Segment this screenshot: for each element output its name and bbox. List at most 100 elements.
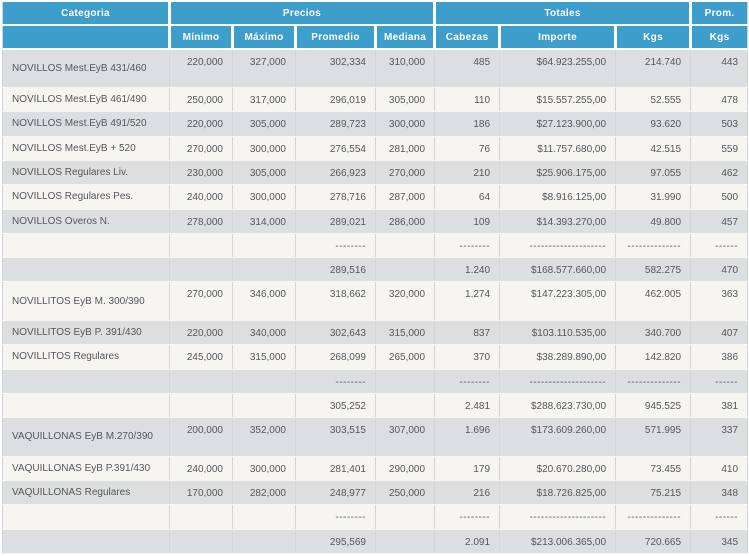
cell-minimo: 220,000 bbox=[169, 320, 233, 346]
cell-minimo: 220,000 bbox=[169, 111, 233, 137]
cell-categoria: VAQUILLONAS EyB P.391/430 bbox=[2, 456, 170, 482]
cell-kgs: -------------- bbox=[615, 504, 692, 530]
cell-prom-kgs: 381 bbox=[690, 393, 748, 419]
cell-categoria: NOVILLOS Mest.EyB 461/490 bbox=[2, 87, 170, 113]
cell-prom-kgs: 470 bbox=[690, 257, 748, 283]
cell-kgs: 93.620 bbox=[615, 111, 692, 137]
cell-categoria: NOVILLITOS EyB P. 391/430 bbox=[2, 320, 170, 346]
col-header-cabezas: Cabezas bbox=[434, 25, 502, 50]
cell-mediana bbox=[375, 369, 436, 394]
table-row-data: NOVILLITOS Regulares 245,000 315,000 268,09… bbox=[2, 344, 748, 370]
cell-mediana: 270,000 bbox=[375, 160, 436, 186]
cell-minimo: 240,000 bbox=[169, 456, 233, 482]
cell-maximo bbox=[232, 504, 296, 530]
cell-categoria bbox=[2, 369, 170, 394]
cell-categoria: NOVILLITOS Regulares bbox=[2, 344, 170, 370]
col-header-kgs: Kgs bbox=[615, 25, 693, 50]
cell-promedio: 289,516 bbox=[295, 257, 376, 283]
col-header-maximo: Máximo bbox=[232, 25, 297, 50]
cell-minimo: 200,000 bbox=[169, 417, 233, 457]
cell-importe: $288.623.730,00 bbox=[499, 393, 617, 419]
cell-prom-kgs: 500 bbox=[690, 184, 748, 210]
cell-minimo: 250,000 bbox=[169, 87, 233, 113]
table-row-subtotal: 289,516 1.240 $168.577.660,00 582.275 470 bbox=[2, 257, 748, 283]
table-row-data: VAQUILLONAS Regulares 170,000 282,000 248,9… bbox=[2, 480, 748, 506]
table-row-data: NOVILLOS Overos N. 278,000 314,000 289,021 2… bbox=[2, 209, 748, 234]
cell-cabezas: 110 bbox=[434, 87, 501, 113]
cell-categoria: NOVILLOS Mest.EyB 431/460 bbox=[2, 49, 170, 88]
cell-minimo: 245,000 bbox=[169, 344, 233, 370]
cell-cabezas: 179 bbox=[434, 456, 501, 482]
table-row-subtotal: 305,252 2.481 $288.623.730,00 945.525 381 bbox=[2, 393, 748, 419]
cell-kgs: 582.275 bbox=[615, 257, 692, 283]
cell-minimo bbox=[169, 257, 233, 283]
cell-kgs: 49.800 bbox=[615, 209, 692, 234]
cell-cabezas: 2.091 bbox=[434, 529, 501, 555]
cell-prom-kgs: 443 bbox=[690, 49, 748, 88]
table-row-data: NOVILLOS Mest.EyB 491/520 220,000 305,000 2… bbox=[2, 111, 748, 137]
cell-mediana bbox=[375, 504, 436, 530]
cell-categoria bbox=[2, 233, 170, 259]
cell-prom-kgs: 337 bbox=[690, 417, 748, 457]
cell-importe: $14.393.270,00 bbox=[499, 209, 617, 234]
cell-minimo bbox=[169, 504, 233, 530]
header-sub-row: Mínimo Máximo Promedio Mediana Cabezas I… bbox=[2, 25, 748, 50]
cell-kgs: 31.990 bbox=[615, 184, 692, 210]
cell-promedio: -------- bbox=[295, 504, 376, 530]
cell-maximo: 305,000 bbox=[232, 160, 296, 186]
cell-promedio: 302,643 bbox=[295, 320, 376, 346]
cell-kgs: 571.995 bbox=[615, 417, 692, 457]
table-row-dashes: -------- -------- -------------------- ----… bbox=[2, 504, 748, 530]
cell-mediana: 287,000 bbox=[375, 184, 436, 210]
cell-promedio: 276,554 bbox=[295, 136, 376, 161]
cell-kgs: -------------- bbox=[615, 233, 692, 259]
cell-maximo: 315,000 bbox=[232, 344, 296, 370]
cell-promedio: 289,723 bbox=[295, 111, 376, 137]
group-header-precios: Precios bbox=[169, 2, 437, 26]
cell-mediana bbox=[375, 393, 436, 419]
cell-kgs: 97.055 bbox=[615, 160, 692, 186]
cell-minimo: 270,000 bbox=[169, 136, 233, 161]
cell-minimo: 220,000 bbox=[169, 49, 233, 88]
col-header-importe: Importe bbox=[499, 25, 618, 50]
cell-maximo: 317,000 bbox=[232, 87, 296, 113]
cell-cabezas: 216 bbox=[434, 480, 501, 506]
cell-kgs: 142.820 bbox=[615, 344, 692, 370]
cell-categoria bbox=[2, 529, 170, 555]
cell-kgs: -------------- bbox=[615, 369, 692, 394]
table-row-data: NOVILLOS Regulares Pes. 240,000 300,000 278… bbox=[2, 184, 748, 210]
cell-maximo: 282,000 bbox=[232, 480, 296, 506]
cell-categoria bbox=[2, 504, 170, 530]
cell-categoria: NOVILLOS Mest.EyB 491/520 bbox=[2, 111, 170, 137]
cell-prom-kgs: 363 bbox=[690, 281, 748, 321]
col-header-promedio: Promedio bbox=[295, 25, 377, 50]
cell-importe: $103.110.535,00 bbox=[499, 320, 617, 346]
cell-kgs: 945.525 bbox=[615, 393, 692, 419]
table-row-data: NOVILLOS Mest.EyB + 520 270,000 300,000 276… bbox=[2, 136, 748, 161]
table-row-data: NOVILLITOS EyB M. 300/390 270,000 346,000 3… bbox=[2, 281, 748, 321]
cell-kgs: 75.215 bbox=[615, 480, 692, 506]
col-header-empty bbox=[2, 25, 171, 50]
table-row-subtotal: 295,569 2.091 $213.006.365,00 720.665 345 bbox=[2, 529, 748, 555]
table-row-data: NOVILLOS Mest.EyB 461/490 250,000 317,000 2… bbox=[2, 87, 748, 113]
cell-mediana bbox=[375, 257, 436, 283]
cell-importe: $173.609.260,00 bbox=[499, 417, 617, 457]
cell-importe: $147.223.305,00 bbox=[499, 281, 617, 321]
cell-kgs: 73.455 bbox=[615, 456, 692, 482]
cell-categoria: VAQUILLONAS Regulares bbox=[2, 480, 170, 506]
cell-prom-kgs: 386 bbox=[690, 344, 748, 370]
cell-importe: $213.006.365,00 bbox=[499, 529, 617, 555]
cell-categoria: VAQUILLONAS EyB M.270/390 bbox=[2, 417, 170, 457]
cell-promedio: 303,515 bbox=[295, 417, 376, 457]
cell-promedio: 268,099 bbox=[295, 344, 376, 370]
cell-cabezas: 485 bbox=[434, 49, 501, 88]
col-header-mediana: Mediana bbox=[375, 25, 437, 50]
table-header: Categoria Precios Totales Prom. Mínimo M… bbox=[2, 2, 748, 50]
cell-mediana bbox=[375, 233, 436, 259]
cell-categoria: NOVILLITOS EyB M. 300/390 bbox=[2, 281, 170, 321]
cell-promedio: -------- bbox=[295, 369, 376, 394]
cell-promedio: 266,923 bbox=[295, 160, 376, 186]
cell-promedio: 289,021 bbox=[295, 209, 376, 234]
cell-minimo bbox=[169, 233, 233, 259]
